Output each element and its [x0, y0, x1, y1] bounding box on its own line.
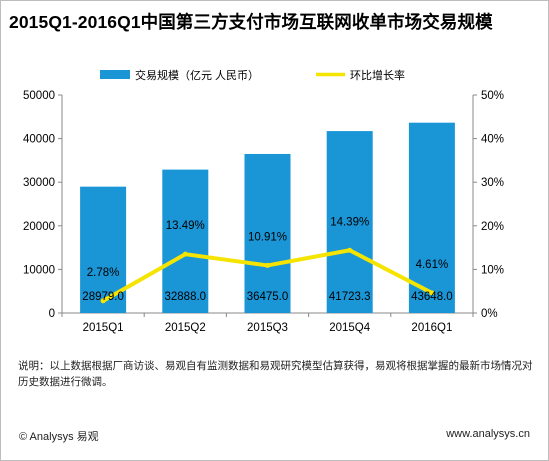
y-left-tick-label: 50000: [23, 90, 55, 102]
y-left-tick-label: 20000: [23, 221, 55, 233]
y-right-tick-label: 10%: [481, 264, 504, 276]
legend-swatch-volume: [100, 70, 130, 79]
volume-bar: [408, 122, 455, 313]
growth-value-label: 10.91%: [248, 231, 287, 243]
volume-value-label: 32888.0: [165, 291, 207, 303]
growth-point: [100, 298, 106, 304]
data-labels: 28979.0 32888.0 36475.0 41723.3 43648.0 2.78%…: [82, 216, 452, 303]
footnote: 说明：以上数据根据厂商访谈、易观自有监测数据和易观研究模型估算获得，易观将根据掌…: [18, 360, 533, 388]
chart-title: 2015Q1-2016Q1中国第三方支付市场互联网收单市场交易规模: [9, 12, 493, 32]
y-right-tick-label: 0%: [481, 308, 498, 320]
growth-point: [182, 251, 188, 257]
growth-point: [429, 290, 435, 296]
volume-bar: [326, 131, 373, 313]
growth-value-label: 4.61%: [416, 259, 449, 271]
volume-value-label: 43648.0: [411, 291, 453, 303]
x-tick-label: 2016Q1: [411, 322, 452, 334]
growth-point: [265, 262, 270, 268]
y-right-tick-label: 30%: [481, 177, 504, 189]
growth-line-series: [100, 247, 435, 304]
y-right-tick-label: 20%: [481, 221, 504, 233]
y-left-tick-label: 0: [49, 308, 55, 320]
x-tick-label: 2015Q1: [83, 322, 124, 334]
x-tick-label: 2015Q2: [165, 322, 206, 334]
volume-bar: [162, 169, 209, 313]
legend-label-growth: 环比增长率: [350, 68, 405, 82]
chart-canvas: 交易规模（亿元 人民币） 环比增长率 0 10000 20000 30000 40000…: [23, 68, 504, 334]
x-tick-label: 2015Q4: [329, 322, 371, 334]
growth-value-label: 13.49%: [166, 220, 205, 232]
y-left-tick-label: 30000: [23, 177, 55, 189]
volume-value-label: 36475.0: [247, 291, 289, 303]
y-left-tick-label: 40000: [23, 134, 55, 146]
y-right-tick-label: 50%: [481, 90, 504, 102]
bar-series: [80, 122, 455, 313]
growth-point: [347, 247, 353, 253]
y-left-tick-label: 10000: [23, 264, 55, 276]
volume-value-label: 41723.3: [329, 291, 371, 303]
growth-value-label: 14.39%: [330, 216, 369, 228]
x-tick-label: 2015Q3: [247, 322, 288, 334]
volume-bar: [244, 153, 291, 313]
website-link[interactable]: www.analysys.cn: [446, 428, 530, 440]
growth-value-label: 2.78%: [87, 267, 120, 279]
y-right-tick-label: 40%: [481, 134, 504, 146]
legend-label-volume: 交易规模（亿元 人民币）: [135, 68, 259, 82]
copyright-text: © Analysys 易观: [19, 431, 99, 443]
volume-value-label: 28979.0: [82, 291, 124, 303]
chart-legend: 交易规模（亿元 人民币） 环比增长率: [100, 68, 405, 82]
